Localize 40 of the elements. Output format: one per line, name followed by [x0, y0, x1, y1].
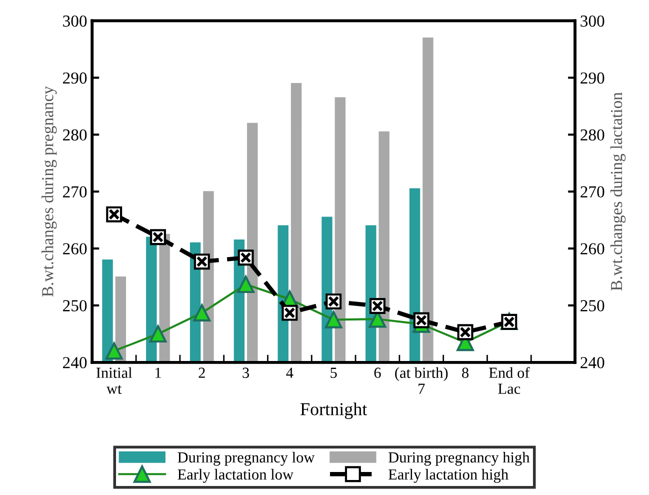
y-tick-label: 250: [63, 300, 87, 312]
point: [150, 229, 166, 246]
x-tick-label: 1: [156, 368, 161, 378]
x-tick-label: (at birth) 7: [395, 367, 448, 394]
legend-label: During pregnancy low: [178, 452, 315, 466]
legend-label: Early lactation high: [388, 468, 508, 483]
point: [106, 206, 122, 222]
x-tick-label: 6: [374, 368, 381, 378]
point: [326, 293, 342, 310]
y2-tick-label: 300: [580, 15, 604, 27]
point: [282, 304, 298, 321]
y2-tick-label: 260: [580, 243, 604, 254]
y-tick-label: 290: [63, 72, 87, 84]
point: [238, 250, 254, 266]
x-tick-label: 8: [462, 368, 469, 378]
y2-tick-label: 240: [580, 357, 604, 368]
legend-label: Early lactation low: [178, 468, 294, 483]
x-tick-label: 4: [286, 368, 294, 378]
x-axis-title: Fortnight: [300, 402, 368, 420]
y-tick-label: 280: [63, 129, 87, 141]
point: [413, 312, 430, 328]
legend-label: During pregnancy high: [388, 452, 530, 466]
y2-tick-label: 250: [580, 300, 604, 312]
x-tick-label: 5: [330, 368, 337, 378]
y2-tick-label: 270: [580, 186, 604, 198]
point: [457, 324, 474, 340]
x-tick-label: End of Lac: [489, 367, 530, 394]
y-tick-label: 270: [63, 186, 87, 198]
y-tick-label: 240: [63, 357, 87, 368]
y-tick-label: 260: [63, 243, 87, 254]
y-tick-label: 300: [63, 15, 87, 27]
y-axis-title: B.wt.changes during pregnancy: [42, 86, 57, 297]
x-tick-label: 3: [242, 368, 250, 378]
point: [194, 254, 210, 270]
x-tick-label: 2: [198, 368, 205, 378]
y2-axis-title: B.wt.changes during lactation: [610, 92, 626, 291]
y2-tick-label: 290: [580, 72, 604, 84]
x-tick-label: Initial wt: [96, 367, 132, 394]
point: [369, 298, 386, 314]
y2-tick-label: 280: [580, 129, 604, 141]
